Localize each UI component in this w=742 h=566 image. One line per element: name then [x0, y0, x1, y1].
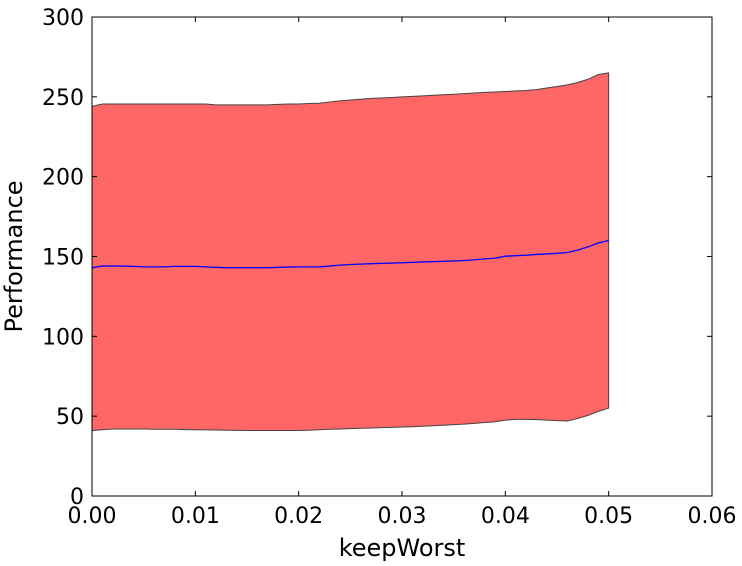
y-tick-label: 100	[42, 325, 84, 350]
y-tick-label: 300	[42, 6, 84, 31]
y-tick-label: 200	[42, 166, 84, 191]
y-tick-label: 50	[56, 405, 84, 430]
x-tick-label: 0.01	[171, 504, 220, 529]
x-tick-label: 0.05	[584, 504, 633, 529]
y-tick-label: 0	[70, 485, 84, 510]
x-tick-label: 0.06	[688, 504, 737, 529]
y-tick-label: 250	[42, 86, 84, 111]
mean-line-0	[91, 239, 609, 269]
line-layer	[91, 239, 609, 269]
x-tick-label: 0.04	[481, 504, 530, 529]
x-axis-title: keepWorst	[339, 534, 466, 562]
x-tick-label: 0.03	[378, 504, 427, 529]
x-tick-label: 0.02	[274, 504, 323, 529]
x-axis: 0.00 0.01 0.02 0.03 0.04 0.05 0.06	[68, 17, 737, 529]
y-axis-title: Performance	[0, 180, 28, 332]
x-tick-label: 0.00	[68, 504, 117, 529]
performance-band-0	[91, 72, 610, 432]
y-tick-label: 150	[42, 246, 84, 271]
band-layer	[91, 72, 610, 432]
y-axis: 0 50 100 150 200 250 300	[42, 6, 712, 510]
